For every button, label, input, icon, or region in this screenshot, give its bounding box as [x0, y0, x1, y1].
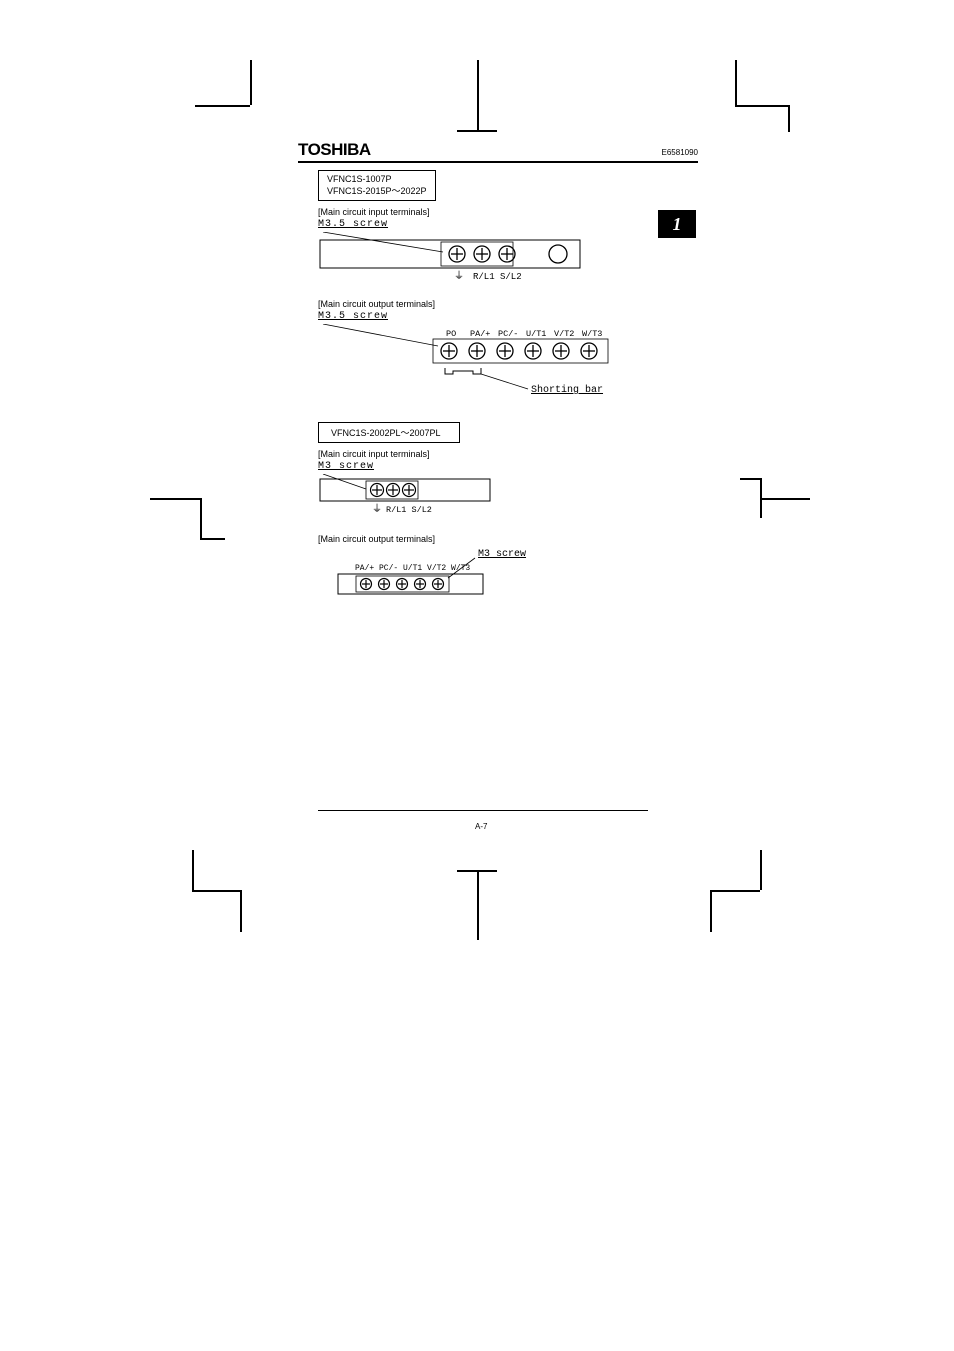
svg-text:U/T1: U/T1	[526, 329, 546, 339]
brand-logo: TOSHIBA	[298, 140, 371, 160]
crop-mark	[477, 870, 479, 940]
crop-mark	[740, 478, 760, 480]
svg-text:PA/+: PA/+	[470, 329, 490, 339]
svg-text:⏚: ⏚	[454, 270, 464, 283]
screw-label: M3.5 screw	[318, 311, 688, 322]
screw-label: M3 screw	[318, 461, 688, 472]
crop-mark	[710, 892, 712, 932]
crop-mark	[457, 130, 497, 132]
crop-mark	[760, 850, 762, 890]
svg-text:R/L1 S/L2: R/L1 S/L2	[386, 505, 432, 515]
output-heading: [Main circuit output terminals]	[318, 534, 688, 544]
input-heading: [Main circuit input terminals]	[318, 449, 688, 459]
screw-label-inline: M3 screw	[478, 549, 526, 560]
shorting-bar-label: Shorting bar	[531, 384, 603, 396]
page-number: A-7	[475, 822, 487, 831]
crop-mark	[788, 107, 790, 132]
svg-text:PA/+ PC/- U/T1 V/T2 W/T3: PA/+ PC/- U/T1 V/T2 W/T3	[355, 564, 470, 573]
screw-label: M3.5 screw	[318, 219, 688, 230]
crop-mark	[150, 498, 200, 500]
crop-mark	[457, 870, 497, 872]
crop-mark	[195, 105, 250, 107]
svg-text:PC/-: PC/-	[498, 329, 518, 339]
model-box: VFNC1S-2002PL～2007PL	[318, 422, 460, 443]
svg-text:V/T2: V/T2	[554, 329, 574, 339]
output-heading: [Main circuit output terminals]	[318, 299, 688, 309]
crop-mark	[200, 498, 202, 538]
footer-rule	[318, 810, 648, 811]
crop-mark	[250, 60, 252, 105]
crop-mark	[240, 892, 242, 932]
crop-mark	[192, 890, 242, 892]
input-terminal-diagram: ⏚ R/L1 S/L2	[318, 232, 598, 287]
svg-text:W/T3: W/T3	[582, 329, 602, 339]
crop-mark	[200, 538, 225, 540]
crop-mark	[192, 850, 194, 890]
model-line: VFNC1S-2015P～2022P	[327, 184, 427, 197]
term-labels: R/L1 S/L2	[473, 272, 522, 282]
model-box: VFNC1S-1007P VFNC1S-2015P～2022P	[318, 170, 436, 201]
doc-number: E6581090	[662, 148, 698, 157]
input-heading: [Main circuit input terminals]	[318, 207, 688, 217]
page-content: VFNC1S-1007P VFNC1S-2015P～2022P [Main ci…	[318, 170, 688, 604]
svg-text:⏚: ⏚	[372, 503, 382, 516]
crop-mark	[735, 60, 737, 105]
crop-mark	[735, 105, 790, 107]
crop-mark	[760, 498, 810, 500]
input-terminal-diagram-small: ⏚ R/L1 S/L2	[318, 474, 518, 522]
output-terminal-diagram: PO PA/+ PC/- U/T1 V/T2 W/T3 Shorting bar	[318, 324, 618, 404]
page-header: TOSHIBA E6581090	[298, 140, 698, 163]
output-terminal-diagram-small: M3 screw PA/+ PC/- U/T1 V/T2 W/T3	[318, 546, 578, 604]
model-line: VFNC1S-2002PL～2007PL	[331, 426, 441, 439]
crop-mark	[710, 890, 760, 892]
model-line: VFNC1S-1007P	[327, 174, 427, 184]
svg-text:PO: PO	[446, 329, 456, 339]
crop-mark	[477, 60, 479, 130]
